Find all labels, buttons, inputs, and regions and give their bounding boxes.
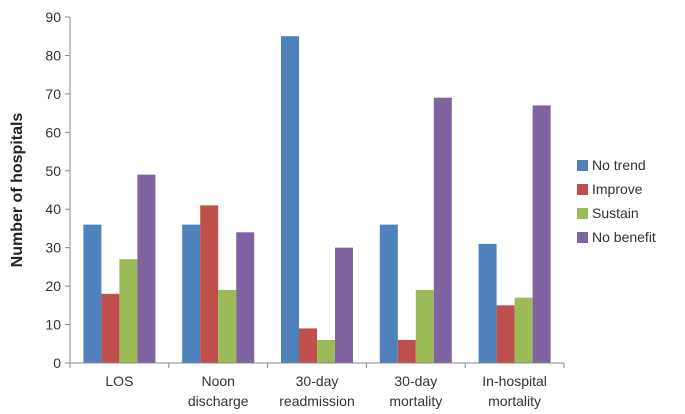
x-category-label: mortality	[488, 393, 541, 409]
y-axis-ticks: 0 10 20 30 40 50 60 70 80 90	[45, 9, 70, 371]
y-tick-label: 80	[45, 47, 61, 63]
legend-swatch	[577, 184, 588, 195]
bar-no-benefit	[433, 97, 452, 363]
bar-no-benefit	[532, 105, 551, 363]
x-category-label: discharge	[188, 393, 249, 409]
legend-label: Improve	[592, 181, 643, 197]
bar-no-trend	[182, 224, 201, 363]
bar-sustain	[218, 289, 237, 363]
x-category-label: readmission	[279, 393, 354, 409]
axes	[69, 17, 564, 364]
x-category-label: LOS	[105, 373, 133, 389]
y-tick-label: 40	[45, 201, 61, 217]
y-tick-label: 50	[45, 163, 61, 179]
bar-no-trend	[83, 224, 102, 363]
x-category-label: 30-day	[296, 373, 339, 389]
bar-no-trend	[379, 224, 398, 363]
bar-improve	[299, 328, 317, 363]
legend-swatch	[577, 232, 588, 243]
bar-no-benefit	[335, 247, 353, 363]
x-category-label: 30-day	[394, 373, 437, 389]
bar-no-benefit	[137, 174, 156, 363]
y-axis-label: Number of hospitals	[9, 113, 26, 268]
legend-label: No benefit	[592, 229, 656, 245]
legend-label: Sustain	[592, 205, 639, 221]
legend-swatch	[577, 208, 588, 219]
bar-no-benefit	[236, 232, 255, 363]
bar-improve	[397, 339, 416, 363]
y-tick-label: 60	[45, 124, 61, 140]
bar-sustain	[415, 289, 434, 363]
bar-improve	[200, 205, 219, 363]
y-tick-label: 30	[45, 240, 61, 256]
bar-sustain	[317, 339, 335, 363]
bars	[83, 36, 551, 363]
x-category-label: Noon	[201, 373, 234, 389]
y-tick-label: 90	[45, 9, 61, 25]
x-category-label: In-hospital	[482, 373, 547, 389]
legend-label: No trend	[592, 157, 646, 173]
y-tick-label: 20	[45, 278, 61, 294]
bar-sustain	[514, 297, 533, 363]
bar-improve	[101, 293, 120, 363]
bar-sustain	[119, 259, 138, 363]
legend: No trend Improve Sustain No benefit	[577, 157, 656, 245]
y-tick-label: 10	[45, 317, 61, 333]
bar-no-trend	[478, 243, 497, 363]
bar-improve	[496, 305, 515, 363]
y-tick-label: 70	[45, 86, 61, 102]
y-tick-label: 0	[53, 355, 61, 371]
legend-swatch	[577, 160, 588, 171]
bar-no-trend	[281, 36, 299, 363]
x-category-label: mortality	[389, 393, 442, 409]
x-axis-labels: LOS Noon discharge 30-day readmission 30-day m…	[69, 363, 565, 409]
